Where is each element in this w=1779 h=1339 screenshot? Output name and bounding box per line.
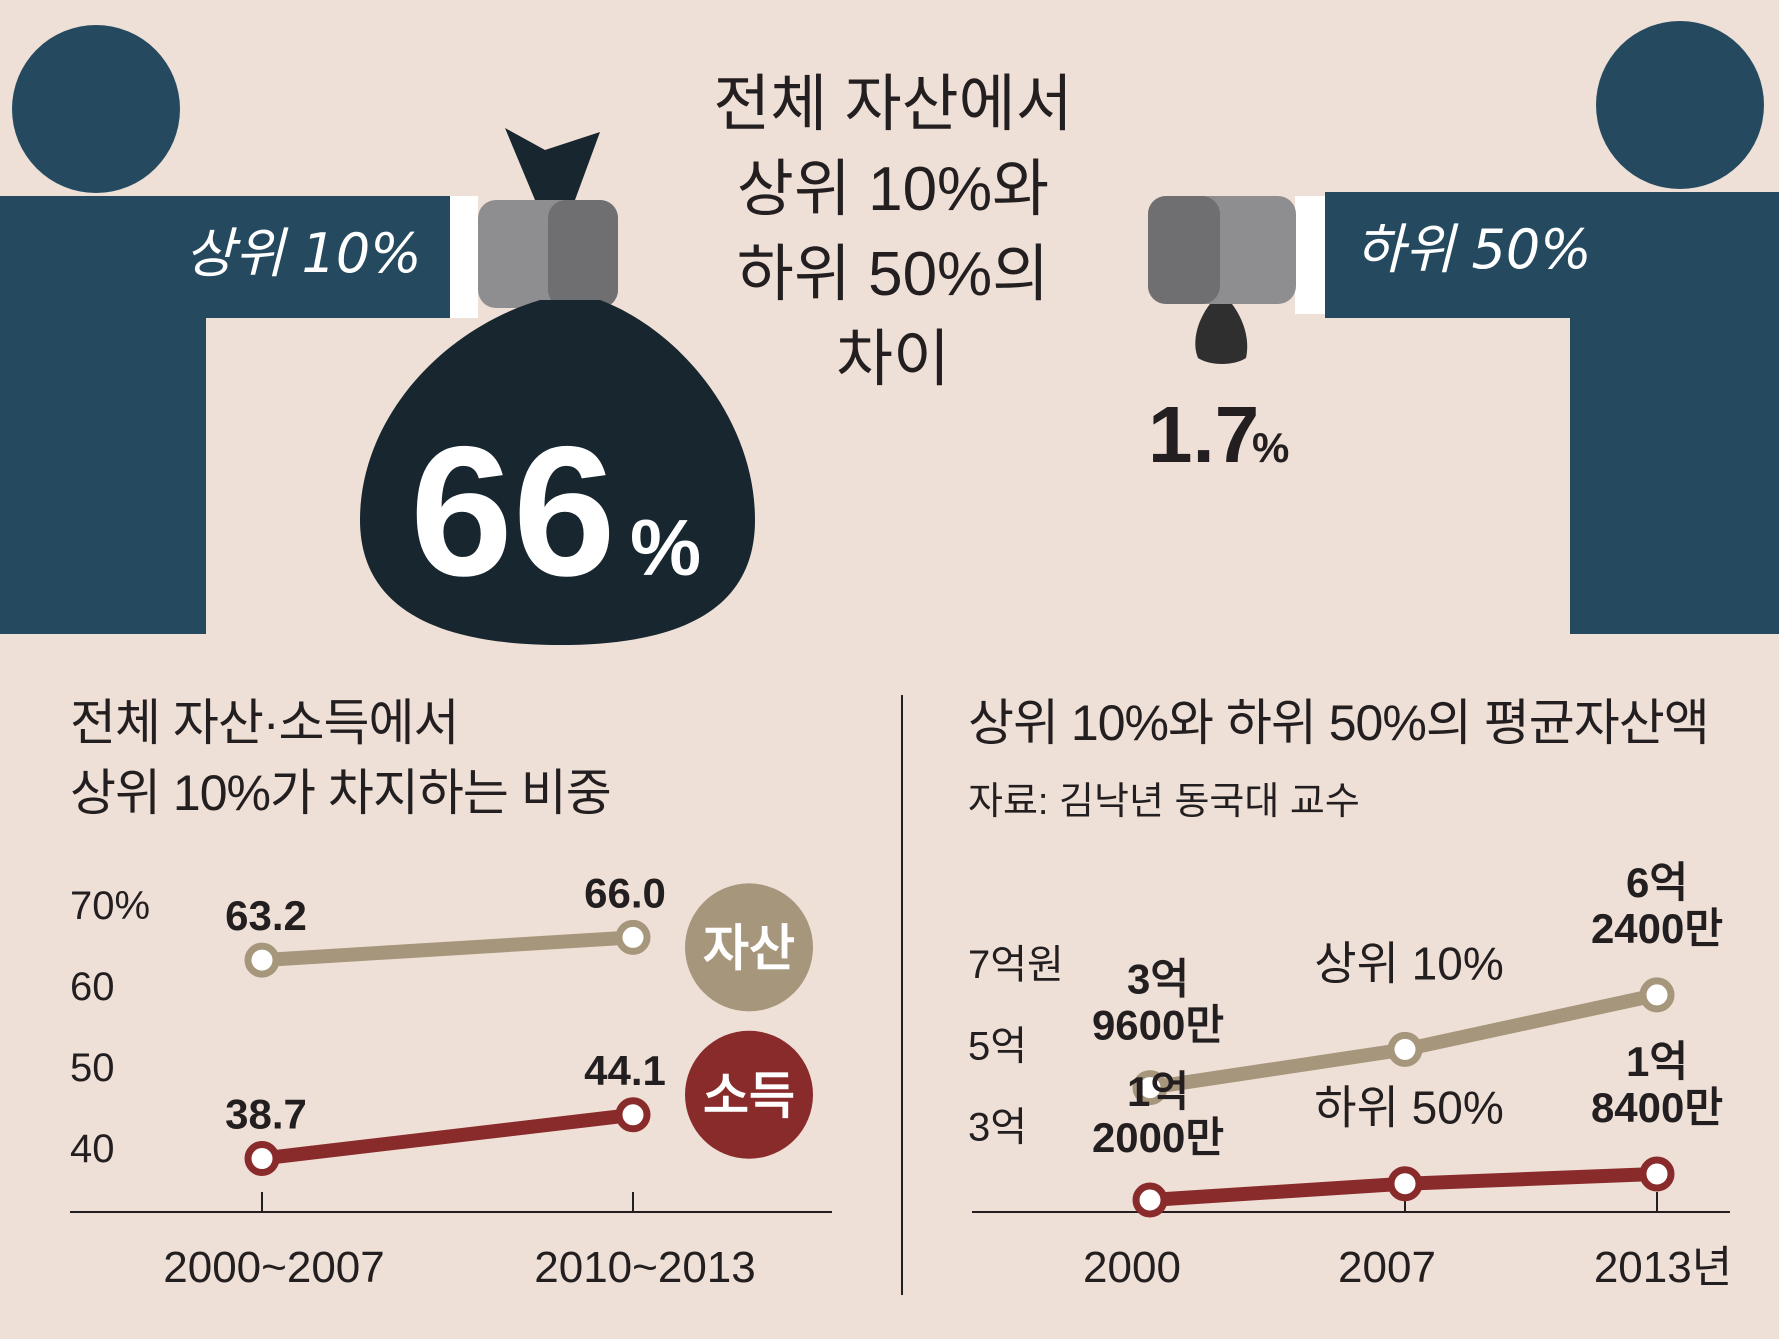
hero-title-line-2: 상위 10%와 [737, 155, 1049, 224]
right-person-body [1570, 318, 1779, 634]
right-chart-point [1387, 1166, 1423, 1202]
right-chart-series-name: 상위 10% [1314, 937, 1504, 989]
big-unit: % [630, 503, 701, 592]
right-chart-point [1132, 1070, 1168, 1106]
left-chart-data-label: 63.2 [225, 892, 307, 939]
big-value: 66 [410, 409, 616, 615]
hero-title-line-3: 하위 50%의 [737, 240, 1049, 309]
left-chart-x-tick-label: 2000~2007 [163, 1243, 384, 1292]
left-chart-legend-label: 자산 [703, 920, 795, 976]
left-chart-data-label: 66.0 [584, 869, 666, 916]
left-chart-data-label: 38.7 [225, 1091, 307, 1138]
right-chart-x-tick-label: 2007 [1338, 1243, 1436, 1292]
right-chart-y-tick-label: 5억 [968, 1024, 1027, 1068]
left-chart-legend-label: 소득 [703, 1068, 795, 1124]
left-chart-title-line-1: 전체 자산·소득에서 [70, 695, 460, 751]
right-chart-data-label-line-1: 1억 [1626, 1038, 1688, 1085]
right-chart-data-label-line-1: 1억 [1127, 1068, 1189, 1115]
right-chart-point [1132, 1182, 1168, 1218]
small-unit: % [1252, 424, 1289, 471]
money-bag-icon [360, 128, 755, 645]
small-bag-icon [1195, 304, 1248, 364]
right-chart-data-label-line-2: 9600만 [1092, 1002, 1224, 1049]
right-chart-point [1639, 1156, 1675, 1192]
left-chart-legend-badge [685, 1030, 813, 1159]
right-chart-data-label-line-1: 6억 [1626, 859, 1688, 906]
left-chart-series-line-income [261, 1107, 634, 1166]
left-chart-y-tick-label: 40 [70, 1127, 115, 1171]
left-chart-series-line-asset [261, 930, 634, 968]
right-chart-data-label-line-2: 2000만 [1092, 1114, 1224, 1161]
right-person-head [1596, 21, 1764, 189]
right-chart-data-label-line-2: 2400만 [1591, 905, 1723, 952]
source-note: 자료: 김낙년 동국대 교수 [968, 781, 1360, 823]
right-chart-y-tick-label: 3억 [968, 1106, 1027, 1150]
right-person-figure [1148, 21, 1779, 634]
right-chart-series-name: 하위 50% [1314, 1082, 1504, 1134]
hero-title-line-1: 전체 자산에서 [713, 70, 1072, 139]
hero-title-line-4: 차이 [836, 325, 950, 394]
left-chart-y-tick-label: 70% [70, 884, 150, 928]
left-chart-point [244, 1141, 280, 1177]
right-person-cuff [1295, 196, 1325, 314]
left-chart-title-line-2: 상위 10%가 차지하는 비중 [70, 765, 612, 821]
right-chart-x-tick-label: 2000 [1083, 1243, 1181, 1292]
left-chart-data-label: 44.1 [584, 1047, 666, 1094]
left-chart-point [615, 1097, 651, 1133]
left-chart-point [244, 942, 280, 978]
left-chart-y-tick-label: 50 [70, 1046, 115, 1090]
left-chart-point [615, 919, 651, 955]
right-chart-title: 상위 10%와 하위 50%의 평균자산액 [968, 695, 1710, 751]
right-person-label: 하위 50% [1355, 218, 1592, 281]
right-chart-data-label-line-2: 8400만 [1591, 1084, 1723, 1131]
right-chart-point [1639, 977, 1675, 1013]
small-value: 1.7 [1148, 390, 1259, 479]
left-person-arm [0, 196, 450, 318]
right-chart-x-tick-label: 2013년 [1594, 1243, 1732, 1292]
left-person-figure [0, 25, 618, 634]
left-chart-legend-badge [685, 883, 813, 1012]
left-person-label: 상위 10% [185, 222, 422, 285]
left-chart-y-tick-label: 60 [70, 965, 115, 1009]
right-person-arm [1325, 192, 1779, 318]
right-chart-data-label-line-1: 3억 [1127, 956, 1189, 1003]
right-chart-point [1387, 1031, 1423, 1067]
left-person-cuff [450, 196, 478, 318]
right-chart-y-tick-label: 7억원 [968, 943, 1064, 987]
left-person-head [12, 25, 180, 193]
left-chart-x-tick-label: 2010~2013 [534, 1243, 755, 1292]
